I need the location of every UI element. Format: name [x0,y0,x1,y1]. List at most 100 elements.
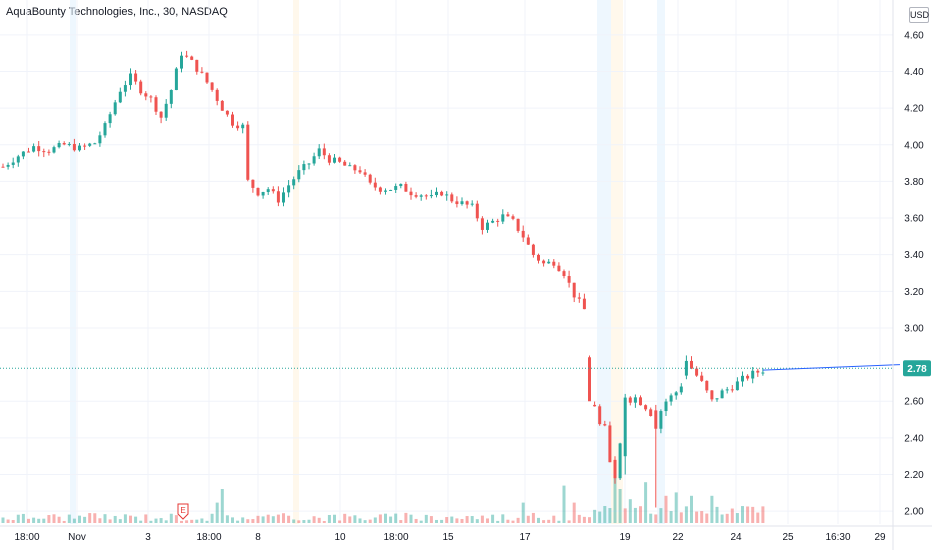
volume-bar [593,509,597,523]
candle-body [659,411,663,429]
volume-bar [761,506,765,523]
session-band [70,0,76,524]
candle-body [751,370,755,379]
volume-bar [582,516,586,523]
candle-body [72,143,76,151]
candle-body [144,93,148,97]
candle-body [348,165,352,167]
candle-body [200,71,204,73]
volume-bar [287,515,291,523]
volume-bar [190,519,194,523]
candle-body [373,182,377,188]
price-tick-label: 4.20 [904,104,924,115]
time-tick-label: 29 [874,532,886,543]
price-tick-label: 4.40 [904,67,924,78]
volume-bar [307,519,311,523]
candle-body [261,191,265,196]
time-axis[interactable]: 18:00 Nov 3 18:00 8 10 18:00 15 17 19 22 24 25 16:30 2… [0,525,932,543]
volume-bar [404,512,408,523]
candle-body [282,192,285,203]
candle-body [266,189,270,192]
candle-body [399,183,403,187]
candle-body [725,389,729,391]
candle-body [118,91,122,103]
time-tick-label: 19 [619,532,631,543]
currency-label[interactable]: USD [909,7,929,23]
price-tick-label: 4.60 [904,30,924,41]
candle-body [582,298,586,310]
candle-body [307,163,311,165]
candle-body [149,96,153,98]
volume-bar [633,507,637,523]
price-overlay: E [0,364,901,520]
candle-body [537,254,540,261]
time-tick-label: 18:00 [14,532,39,543]
candle-body [664,401,668,412]
candle-body [185,55,189,57]
candle-body [389,189,393,191]
price-axis[interactable]: 4.60 4.40 4.20 4.00 3.80 3.60 3.40 3.20 3.00 2.60… [892,0,931,550]
time-tick-label: 15 [442,532,454,543]
volume-bar [220,489,224,523]
volume-bar [572,502,576,523]
candle-body [633,397,637,403]
candle-body [409,191,413,196]
candle-body [6,164,10,167]
volume-bar [154,518,158,523]
volume-bar [455,518,459,523]
candle-body [598,406,602,425]
candle-body [236,125,240,129]
volume-bar [557,520,561,523]
volume-bar [144,514,148,523]
candle-body [21,151,25,157]
candle-body [83,145,87,147]
candle-body [756,370,760,373]
price-tick-label: 3.20 [904,287,924,298]
volume-bar [241,517,245,523]
volume-bar [6,519,10,523]
volume-bar [246,519,250,523]
candle-body [572,282,576,298]
candle-body [424,195,428,197]
volume-bar [429,516,433,523]
candle-body [741,375,744,382]
candle-body [78,145,81,151]
volume-bar [21,513,25,523]
volume-bar [450,516,454,523]
candle-body [27,151,30,153]
candle-body [210,82,214,90]
volume-bar [695,511,699,523]
candle-body [623,397,627,457]
session-band [597,0,611,524]
price-tick-label: 2.20 [904,470,924,481]
candle-body [195,59,199,72]
volume-bar [414,518,418,523]
candle-body [465,201,469,205]
candle-body [220,100,224,111]
volume-bar [98,518,102,523]
volume-bar [42,518,46,523]
volume-bar [470,516,474,523]
candle-body [322,148,326,156]
volume-bar [491,514,495,523]
candle-body [123,85,127,92]
candle-body [506,214,510,217]
candle-body [215,89,219,101]
candle-body [735,381,739,391]
last-price-badge-bg [903,360,931,377]
candle-body [108,114,112,124]
candle-body [577,297,581,299]
candle-body [419,195,423,197]
volume-bar [62,520,66,523]
candle-body [159,111,163,118]
volume-bar [368,519,372,523]
volume-bar [134,516,138,523]
candle-body [684,360,688,376]
time-tick-label: 10 [334,532,346,543]
volume-bar [1,517,5,523]
volume-bar [271,516,275,523]
last-price-value: 2.78 [907,364,927,375]
candle-body [679,386,683,393]
volume-bar [210,513,214,523]
